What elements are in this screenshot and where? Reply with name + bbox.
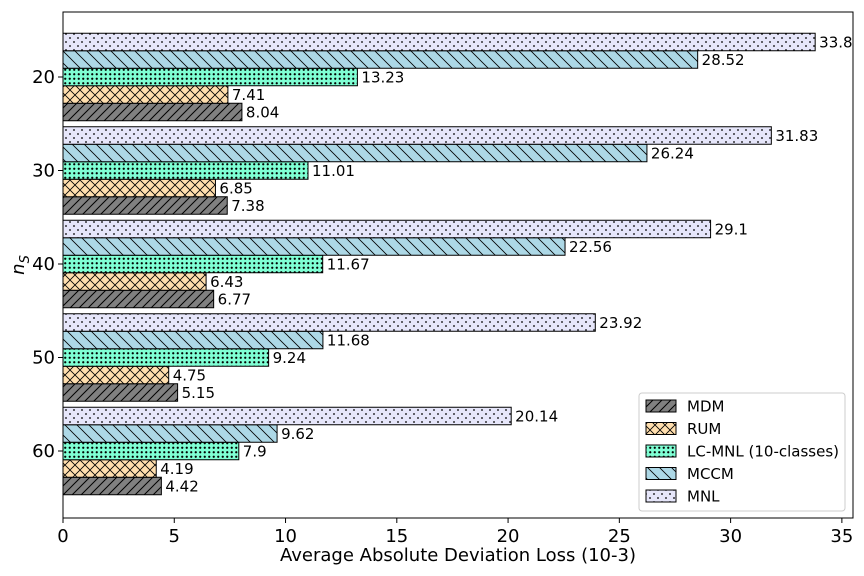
- bar-mccm-40: [62, 237, 566, 256]
- data-label: 7.41: [232, 86, 265, 104]
- bar-mdm-30: [62, 196, 228, 215]
- legend: MDM RUM LC-MNL (10-classes) MCCM MNL: [638, 392, 846, 512]
- data-label: 11.68: [327, 332, 370, 350]
- x-tick-label: 30: [719, 526, 742, 547]
- bar-lc-mnl-10-classes-30: [62, 161, 309, 180]
- data-label: 11.01: [312, 162, 355, 180]
- data-label: 23.92: [599, 314, 642, 332]
- legend-frame: [638, 392, 846, 512]
- x-tick-label: 35: [830, 526, 853, 547]
- legend-label: MNL: [687, 488, 720, 506]
- bar-mdm-50: [62, 383, 179, 402]
- data-labels-layer: 8.047.41 13.23 28.52 33.8 7.386.85 11.01 26.24…: [160, 34, 852, 496]
- data-label: 9.62: [281, 425, 314, 443]
- bar-lc-mnl-10-classes-50: [62, 348, 270, 367]
- legend-swatch: [645, 422, 677, 435]
- bar-lc-mnl-10-classes-60: [62, 441, 240, 461]
- bar-mnl-50: [62, 313, 596, 332]
- bar-rum-20: [62, 85, 229, 104]
- data-label: 33.8: [819, 34, 852, 52]
- data-label: 29.1: [715, 221, 748, 239]
- x-tick-label: 15: [385, 526, 408, 547]
- data-label: 6.85: [219, 180, 252, 198]
- bar-mdm-20: [62, 102, 243, 122]
- x-tick-label: 10: [274, 526, 297, 547]
- y-tick-label: 50: [32, 348, 55, 369]
- plot-frame: [62, 11, 854, 519]
- legend-label: LC-MNL (10-classes): [687, 443, 839, 461]
- x-tick-label: 25: [608, 526, 631, 547]
- data-label: 4.75: [173, 367, 206, 385]
- data-label: 4.42: [165, 478, 198, 496]
- legend-swatch: [645, 467, 677, 480]
- data-label: 11.67: [327, 256, 370, 274]
- legend-swatch: [645, 444, 677, 458]
- bar-rum-60: [62, 459, 157, 478]
- bar-mccm-20: [62, 50, 699, 69]
- data-label: 22.56: [569, 238, 612, 256]
- data-label: 31.83: [775, 127, 818, 145]
- x-axis: 0 5 10 15 20 25 30 35: [57, 518, 853, 547]
- data-label: 7.38: [231, 197, 264, 215]
- bar-mccm-60: [62, 424, 278, 443]
- data-label: 26.24: [651, 145, 694, 163]
- legend-label: MDM: [687, 398, 724, 416]
- legend-swatch: [645, 399, 677, 413]
- y-axis-label: nS: [8, 255, 33, 275]
- bar-mnl-30: [62, 126, 772, 145]
- bar-mnl-60: [62, 406, 512, 426]
- data-label: 9.24: [273, 349, 306, 367]
- data-label: 20.14: [515, 408, 558, 426]
- x-axis-label: Average Absolute Deviation Loss (10-3): [280, 545, 636, 566]
- data-label: 6.43: [210, 273, 243, 291]
- y-tick-label: 20: [32, 67, 55, 88]
- bar-rum-40: [62, 272, 207, 291]
- data-label: 8.04: [246, 104, 279, 122]
- bar-mdm-40: [62, 289, 215, 309]
- bar-mnl-40: [62, 219, 712, 239]
- legend-label: RUM: [687, 420, 721, 438]
- y-tick-label: 40: [32, 254, 55, 275]
- bar-lc-mnl-10-classes-20: [62, 67, 358, 87]
- data-label: 5.15: [182, 384, 215, 402]
- bar-mccm-30: [62, 143, 648, 163]
- y-tick-label: 60: [32, 441, 55, 462]
- data-label: 7.9: [243, 443, 267, 461]
- data-label: 28.52: [702, 51, 745, 69]
- x-tick-label: 5: [169, 526, 180, 547]
- bar-rum-50: [62, 365, 170, 385]
- bar-mnl-20: [62, 32, 816, 52]
- legend-swatch: [645, 489, 677, 503]
- y-axis: 20 30 40 50 60: [32, 67, 63, 462]
- bar-mccm-50: [62, 330, 324, 350]
- bar-rum-30: [62, 178, 216, 198]
- y-tick-label: 30: [32, 161, 55, 182]
- legend-label: MCCM: [687, 465, 734, 483]
- data-label: 6.77: [218, 291, 251, 309]
- bar-mdm-60: [62, 476, 162, 496]
- data-label: 13.23: [361, 69, 404, 87]
- data-label: 4.19: [160, 460, 193, 478]
- bar-lc-mnl-10-classes-40: [62, 254, 324, 274]
- x-tick-label: 0: [57, 526, 68, 547]
- x-tick-label: 20: [497, 526, 520, 547]
